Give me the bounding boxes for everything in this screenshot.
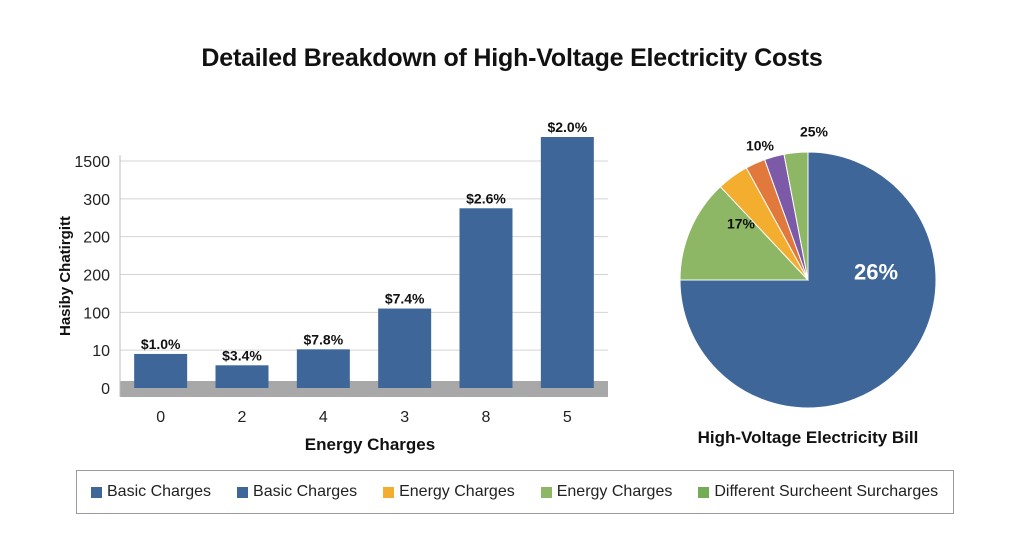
- pie-slice-label: 26%: [854, 259, 898, 284]
- y-tick-label: 200: [83, 230, 110, 247]
- legend-label: Different Surcheent Surcharges: [714, 483, 939, 500]
- bar-value-label: $7.4%: [385, 291, 425, 307]
- bar-chart: 0 10 100 200 200 300 1500 $1.0% 0 $3.4% 2 $7.8% 4 $7.…: [57, 119, 608, 454]
- y-tick-label: 200: [83, 268, 110, 285]
- x-tick-label: 3: [400, 409, 409, 426]
- bar-value-label: $1.0%: [141, 336, 181, 352]
- legend: Basic Charges Basic Charges Energy Charg…: [76, 470, 954, 514]
- pie-slice: [679, 185, 810, 281]
- legend-swatch: [91, 486, 102, 498]
- pie-slice-label: 25%: [800, 124, 829, 140]
- legend-label: Energy Charges: [556, 483, 673, 500]
- legend-label: Energy Charges: [399, 483, 515, 500]
- x-tick-label: 8: [482, 409, 491, 426]
- y-tick-label: 1500: [74, 154, 110, 171]
- pie-slice: [679, 151, 937, 409]
- y-axis-label: Hasiby Chatirgitt: [57, 216, 74, 336]
- bar: [540, 137, 594, 388]
- legend-label: Basic Charges: [253, 483, 358, 500]
- pie-slice-label: 17%: [727, 216, 756, 232]
- legend-item: Energy Charges: [383, 483, 515, 501]
- axis-floor: [120, 381, 608, 397]
- legend-swatch: [237, 486, 249, 498]
- legend-swatch: [383, 486, 395, 498]
- bar-value-label: $3.4%: [222, 347, 262, 363]
- legend-item: Basic Charges: [91, 483, 211, 501]
- legend-label: Basic Charges: [107, 483, 212, 500]
- y-tick-label: 100: [83, 305, 110, 322]
- x-tick-label: 4: [319, 409, 328, 426]
- y-tick-label: 0: [101, 381, 110, 398]
- pie-slice: [783, 151, 809, 281]
- bar: [296, 349, 350, 388]
- chart-title: Detailed Breakdown of High-Voltage Elect…: [201, 44, 823, 72]
- legend-item: Different Surcheent Surcharges: [698, 483, 938, 501]
- bar-value-label: $7.8%: [303, 331, 343, 347]
- pie-slice-label: 10%: [746, 138, 775, 154]
- pie-chart-title: High-Voltage Electricity Bill: [697, 428, 919, 447]
- y-tick-label: 300: [83, 192, 110, 209]
- x-tick-label: 0: [156, 409, 165, 426]
- x-tick-label: 2: [238, 409, 247, 426]
- x-tick-label: 5: [563, 409, 572, 426]
- legend-item: Energy Charges: [540, 483, 673, 501]
- bar-value-label: $2.0%: [547, 119, 587, 135]
- x-axis-label: Energy Charges: [305, 435, 435, 454]
- pie-chart: 26%17%36%10%3%25%: [679, 124, 937, 409]
- y-tick-label: 10: [92, 343, 110, 360]
- bar: [215, 365, 269, 388]
- bar: [378, 308, 432, 388]
- bar: [134, 353, 188, 388]
- legend-item: Basic Charges: [237, 483, 357, 501]
- bar: [459, 208, 513, 388]
- legend-swatch: [698, 486, 710, 498]
- bar-value-label: $2.6%: [466, 190, 506, 206]
- legend-swatch: [540, 486, 552, 498]
